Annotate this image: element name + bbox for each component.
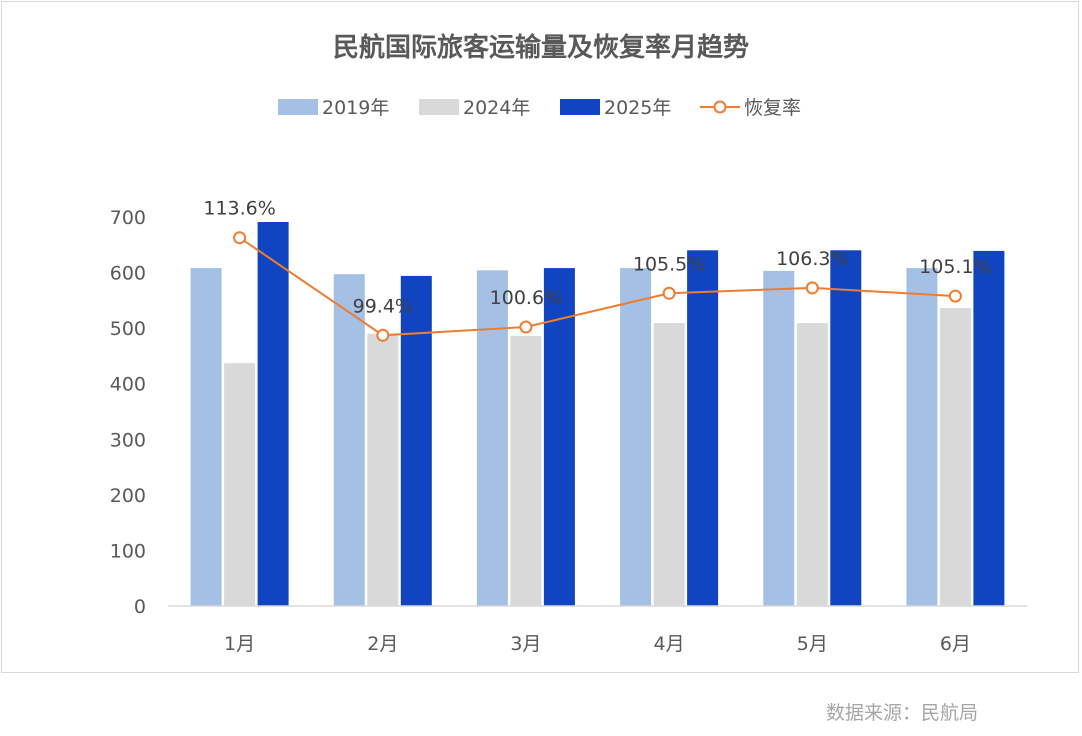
- bar-2019年-4月: [620, 268, 652, 606]
- y-tick-label: 400: [110, 374, 146, 396]
- x-tick-label: 3月: [510, 633, 541, 655]
- legend-label-2019年: 2019年: [322, 97, 389, 119]
- x-tick-label: 4月: [654, 633, 685, 655]
- bar-2024年-3月: [510, 335, 542, 606]
- x-tick-label: 6月: [940, 633, 971, 655]
- bars-group: [190, 222, 1005, 607]
- rate-data-label: 113.6%: [203, 198, 275, 220]
- rate-data-label: 105.5%: [633, 253, 705, 275]
- x-tick-label: 1月: [224, 633, 255, 655]
- rate-marker-2月: [376, 328, 390, 342]
- source-note: 数据来源：民航局: [825, 702, 978, 724]
- y-tick-label: 700: [110, 207, 146, 229]
- y-tick-label: 500: [110, 318, 146, 340]
- bar-2019年-5月: [763, 270, 795, 606]
- rate-data-label: 99.4%: [353, 295, 413, 317]
- axes-group: 1月 2月 3月 4月 5月 6月 0 100 200 300 400 500 600 700: [110, 207, 1027, 655]
- bar-2025年-4月: [687, 250, 719, 607]
- x-tick-label: 5月: [797, 633, 828, 655]
- rate-marker-4月: [662, 286, 676, 300]
- legend-swatch-2025年: [560, 99, 600, 115]
- bar-2025年-5月: [830, 250, 862, 607]
- legend-swatch-marker: [713, 100, 727, 114]
- rate-marker-1月: [233, 231, 247, 245]
- bar-2025年-3月: [543, 268, 575, 606]
- bar-2019年-3月: [476, 270, 508, 606]
- y-tick-label: 0: [134, 596, 146, 618]
- rate-data-label: 106.3%: [776, 248, 848, 270]
- bar-2019年-2月: [333, 274, 365, 606]
- x-tick-label: 2月: [367, 633, 398, 655]
- rate-data-label: 100.6%: [490, 287, 562, 309]
- legend-swatch-2019年: [278, 99, 318, 115]
- legend-label-恢复率: 恢复率: [744, 97, 801, 119]
- bar-2024年-1月: [224, 363, 256, 606]
- bar-2025年-1月: [257, 222, 289, 606]
- bar-2024年-4月: [653, 323, 685, 606]
- bar-2024年-2月: [367, 333, 399, 606]
- bar-2025年-6月: [973, 250, 1005, 606]
- y-tick-label: 200: [110, 485, 146, 507]
- chart-canvas: 民航国际旅客运输量及恢复率月趋势 2019年 2024年 2025年 恢复率 1月 2月…: [110, 32, 1027, 655]
- y-tick-label: 100: [110, 540, 146, 562]
- chart-title: 民航国际旅客运输量及恢复率月趋势: [333, 32, 749, 63]
- y-tick-label: 600: [110, 263, 146, 285]
- rate-marker-5月: [805, 281, 819, 295]
- bar-2024年-5月: [796, 323, 828, 606]
- legend-label-2024年: 2024年: [463, 97, 530, 119]
- legend: 2019年 2024年 2025年 恢复率: [278, 97, 801, 119]
- bar-2019年-6月: [906, 268, 938, 606]
- rate-marker-3月: [519, 320, 533, 334]
- bar-2025年-2月: [400, 275, 432, 606]
- legend-label-2025年: 2025年: [604, 97, 671, 119]
- rate-line: [239, 236, 956, 337]
- rate-marker-6月: [948, 289, 962, 303]
- y-tick-label: 300: [110, 429, 146, 451]
- rate-line-group: 113.6% 99.4% 100.6% 105.5% 106.3% 105.1%: [203, 198, 992, 342]
- bar-2024年-6月: [939, 308, 971, 606]
- bar-2019年-1月: [190, 268, 222, 606]
- legend-swatch-2024年: [419, 99, 459, 115]
- rate-data-label: 105.1%: [919, 256, 991, 278]
